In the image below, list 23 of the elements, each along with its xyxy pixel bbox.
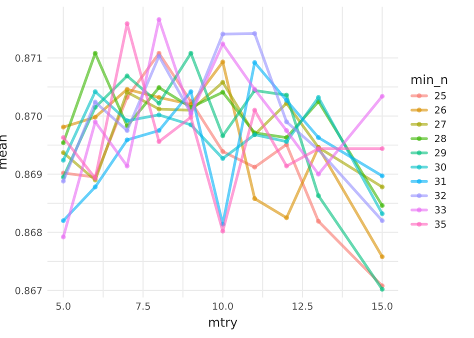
x-tick-label: 7.5 [136,302,150,310]
legend-label: 25 [434,92,446,100]
x-tick-label: 5.0 [56,302,70,310]
y-tick-label: 0.868 [15,228,42,236]
legend-label: 32 [435,192,446,200]
y-tick-label: 0.871 [15,54,42,62]
legend-label: 30 [435,163,446,171]
legend-label: 29 [434,149,446,156]
y-tick-label: 0.869 [15,170,42,178]
legend-title: min_n [412,74,448,87]
x-axis-title: mtry [209,318,238,330]
legend-label: 31 [435,178,446,185]
y-tick-label: 0.867 [15,286,42,294]
x-tick-label: 12.5 [292,302,312,310]
y-tick-label: 0.870 [15,112,42,120]
legend-label: 27 [434,120,446,128]
x-tick-label: 10.0 [213,302,233,310]
legend-label: 28 [434,134,446,142]
x-tick-label: 15.0 [372,302,392,310]
legend-label: 33 [435,206,446,214]
y-axis-title: mean [0,135,7,169]
legend-label: 35 [435,220,446,228]
legend-label: 26 [434,106,446,114]
